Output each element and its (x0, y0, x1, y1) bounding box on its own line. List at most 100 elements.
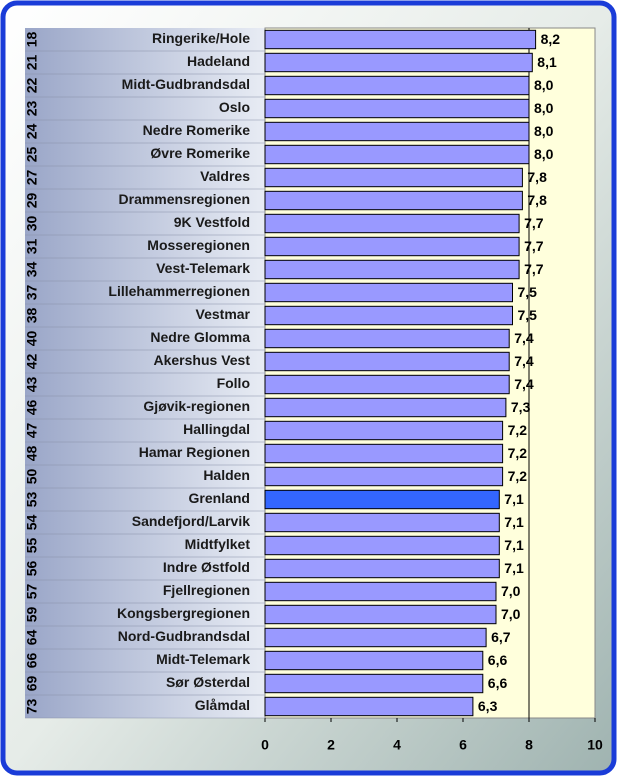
code-label: 47 (24, 423, 40, 439)
code-label: 66 (24, 653, 40, 669)
value-label: 7,3 (511, 399, 531, 415)
bar (264, 52, 533, 73)
value-label: 7,1 (504, 560, 524, 576)
code-label: 59 (24, 607, 40, 623)
y-tick-label: Glåmdal (195, 697, 250, 713)
y-tick-label: Indre Østfold (163, 559, 250, 575)
bar (264, 673, 484, 694)
value-label: 6,6 (488, 675, 508, 691)
value-label: 7,2 (508, 422, 528, 438)
code-label: 37 (24, 285, 40, 301)
y-tick-label: Gjøvik-regionen (143, 398, 250, 414)
y-tick-label: Midt-Gudbrandsdal (122, 76, 250, 92)
y-tick-label: Øvre Romerike (150, 145, 250, 161)
plot-area (264, 27, 596, 719)
code-label: 42 (24, 354, 40, 370)
bar (264, 29, 537, 50)
value-label: 6,3 (478, 698, 498, 714)
bar (264, 397, 507, 418)
bar (264, 535, 500, 556)
value-label: 7,7 (524, 238, 544, 254)
code-label: 56 (24, 561, 40, 577)
bar (264, 75, 530, 96)
value-label: 7,4 (514, 376, 534, 392)
y-tick-label: Hallingdal (183, 421, 250, 437)
x-tick-label: 10 (587, 737, 603, 753)
bar (264, 581, 497, 602)
y-tick-label: Mosseregionen (147, 237, 250, 253)
value-label: 8,0 (534, 100, 554, 116)
bar (264, 167, 523, 188)
code-label: 40 (24, 331, 40, 347)
bar (264, 259, 520, 280)
y-tick-label: 9K Vestfold (174, 214, 250, 230)
bar (264, 466, 504, 487)
x-tick-label: 8 (525, 737, 533, 753)
value-label: 7,4 (514, 330, 534, 346)
bar (264, 144, 530, 165)
bar (264, 213, 520, 234)
y-tick-label: Kongsbergregionen (117, 605, 250, 621)
y-tick-label: Grenland (189, 490, 250, 506)
y-tick-label: Sør Østerdal (166, 674, 250, 690)
x-tick-label: 6 (459, 737, 467, 753)
x-tick-label: 0 (261, 737, 269, 753)
code-label: 54 (24, 515, 40, 531)
bar (264, 305, 513, 326)
code-label: 31 (24, 239, 40, 255)
bar (264, 351, 510, 372)
y-tick-label: Hamar Regionen (139, 444, 250, 460)
y-tick-label: Midtfylket (185, 536, 251, 552)
bar (264, 328, 510, 349)
value-label: 8,2 (541, 31, 561, 47)
bar (264, 121, 530, 142)
code-label: 73 (24, 699, 40, 715)
value-label: 7,4 (514, 353, 534, 369)
code-label: 34 (24, 262, 40, 278)
code-label: 29 (24, 193, 40, 209)
bar (264, 512, 500, 533)
value-label: 7,8 (527, 192, 547, 208)
x-tick-label: 2 (327, 737, 335, 753)
code-label: 30 (24, 216, 40, 232)
y-tick-label: Nord-Gudbrandsdal (118, 628, 250, 644)
bar (264, 190, 523, 211)
code-label: 24 (24, 124, 40, 140)
y-tick-label: Nedre Glomma (150, 329, 250, 345)
code-label: 21 (24, 55, 40, 71)
value-label: 8,1 (537, 54, 557, 70)
value-label: 7,7 (524, 261, 544, 277)
code-label: 50 (24, 469, 40, 485)
y-tick-label: Drammensregionen (119, 191, 250, 207)
value-label: 7,0 (501, 583, 521, 599)
y-tick-label: Midt-Telemark (156, 651, 250, 667)
y-tick-label: Hadeland (187, 53, 250, 69)
y-tick-label: Oslo (219, 99, 250, 115)
code-label: 38 (24, 308, 40, 324)
y-tick-label: Halden (203, 467, 250, 483)
value-label: 7,5 (518, 307, 538, 323)
bar (264, 443, 504, 464)
code-label: 43 (24, 377, 40, 393)
code-label: 48 (24, 446, 40, 462)
bar (264, 650, 484, 671)
code-label: 69 (24, 676, 40, 692)
bar (264, 489, 500, 510)
value-label: 7,5 (518, 284, 538, 300)
value-label: 7,0 (501, 606, 521, 622)
value-label: 8,0 (534, 77, 554, 93)
bar (264, 282, 513, 303)
bar (264, 374, 510, 395)
value-label: 6,6 (488, 652, 508, 668)
bar (264, 98, 530, 119)
value-label: 7,2 (508, 445, 528, 461)
bar (264, 627, 487, 648)
bar (264, 604, 497, 625)
code-label: 27 (24, 170, 40, 186)
value-label: 8,0 (534, 146, 554, 162)
value-label: 7,1 (504, 491, 524, 507)
x-tick-label: 4 (393, 737, 401, 753)
code-label: 22 (24, 78, 40, 94)
value-label: 7,1 (504, 537, 524, 553)
